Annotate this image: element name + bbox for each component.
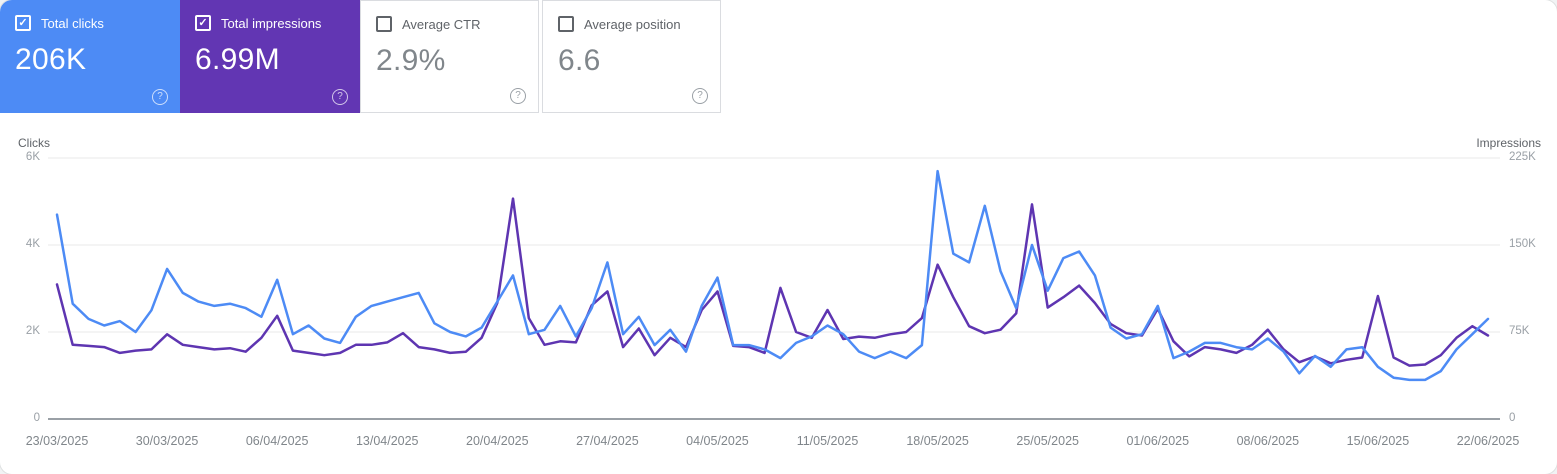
metric-card-value: 6.99M [195,43,280,76]
x-axis-tick-label: 04/05/2025 [686,434,749,448]
x-axis-tick-label: 11/05/2025 [796,434,859,448]
x-axis-tick-label: 08/06/2025 [1236,434,1300,448]
impressions-line[interactable] [55,197,1490,367]
clicks-line[interactable] [55,169,1490,382]
card-header: Average position [558,16,706,32]
metric-card-label: Total impressions [221,15,322,31]
card-header: Average CTR [376,16,524,32]
x-axis-tick-label: 22/06/2025 [1456,434,1520,448]
metric-card-average-ctr[interactable]: Average CTR 2.9% ? [360,0,539,113]
x-axis-tick-label: 20/04/2025 [466,434,529,448]
right-axis-tick-label: 150K [1509,238,1536,250]
total-impressions-checkbox[interactable]: ✓ [195,15,211,31]
metric-card-label: Average position [584,16,681,32]
left-axis-tick-label: 2K [25,325,40,337]
card-header: ✓ Total clicks [15,15,166,31]
x-axis-tick-label: 06/04/2025 [245,434,309,448]
card-header: ✓ Total impressions [195,15,346,31]
metric-card-average-position[interactable]: Average position 6.6 ? [542,0,721,113]
left-axis-tick-label: 0 [33,412,40,424]
left-axis-title: Clicks [18,136,50,150]
right-axis-tick-label: 0 [1509,412,1516,424]
left-axis-tick-label: 6K [25,151,40,163]
metric-card-value: 2.9% [376,44,446,77]
average-position-checkbox[interactable] [558,16,574,32]
help-icon[interactable]: ? [152,89,168,105]
help-icon[interactable]: ? [510,88,526,104]
help-icon[interactable]: ? [692,88,708,104]
metric-card-total-impressions[interactable]: ✓ Total impressions 6.99M ? [180,0,360,113]
right-axis-title: Impressions [1476,136,1541,150]
metric-card-label: Average CTR [402,16,481,32]
x-axis-tick-label: 13/04/2025 [355,434,419,448]
x-axis-tick-label: 01/06/2025 [1126,434,1190,448]
metric-card-total-clicks[interactable]: ✓ Total clicks 206K ? [0,0,180,113]
average-ctr-checkbox[interactable] [376,16,392,32]
metric-card-label: Total clicks [41,15,104,31]
metric-card-value: 6.6 [558,44,601,77]
x-axis-tick-label: 30/03/2025 [135,434,199,448]
total-clicks-checkbox[interactable]: ✓ [15,15,31,31]
metric-cards-row: ✓ Total clicks 206K ? ✓ Total impression… [0,0,1557,113]
x-axis-tick-label: 18/05/2025 [906,434,969,448]
right-axis-tick-label: 225K [1509,151,1536,163]
x-axis-tick-label: 25/05/2025 [1016,434,1079,448]
x-axis-tick-label: 15/06/2025 [1346,434,1410,448]
help-icon[interactable]: ? [332,89,348,105]
x-axis-tick-label: 23/03/2025 [25,434,89,448]
x-axis-tick-label: 27/04/2025 [576,434,639,448]
check-icon: ✓ [18,16,28,29]
left-axis-tick-label: 4K [25,238,40,250]
right-axis-tick-label: 75K [1509,325,1530,337]
check-icon: ✓ [198,16,208,29]
metric-card-value: 206K [15,43,87,76]
